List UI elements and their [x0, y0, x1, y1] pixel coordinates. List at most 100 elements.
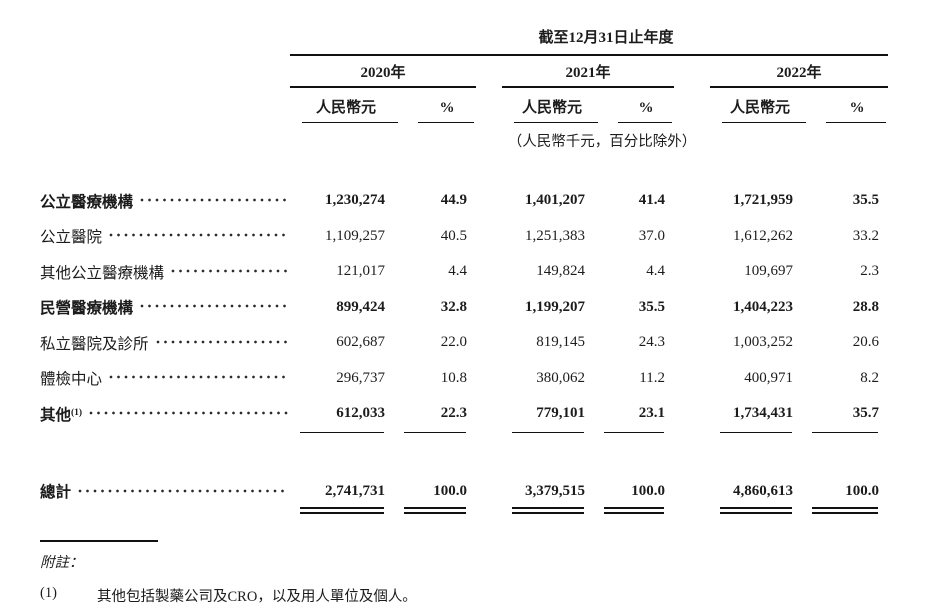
pct-2022: 28.8: [852, 298, 879, 315]
value-2021: 1,251,383: [525, 227, 585, 244]
total-value-2021: 3,379,515: [525, 482, 585, 499]
value-2021: 1,199,207: [525, 298, 585, 315]
value-2022: 1,734,431: [733, 405, 793, 422]
table-row: 公立醫院 1,109,257 40.5 1,251,383 37.0 1,612…: [40, 219, 928, 255]
pct-2022: 33.2: [852, 227, 879, 244]
total-double-rule: [604, 507, 664, 515]
pct-2022: 20.6: [852, 334, 879, 351]
table-row: 私立醫院及診所 602,687 22.0 819,145 24.3 1,003,…: [40, 325, 928, 361]
row-label: 公立醫療機構: [40, 193, 134, 211]
value-2022: 109,697: [744, 263, 793, 280]
pct-2022: 35.5: [852, 192, 879, 209]
section-rule: [812, 431, 878, 434]
pct-2020: 10.8: [440, 369, 467, 386]
col-header-percent-2020: %: [439, 99, 455, 116]
table-row: 體檢中心 296,737 10.8 380,062 11.2 400,971 8…: [40, 361, 928, 397]
pct-2021: 23.1: [638, 405, 665, 422]
dot-leader: [89, 410, 288, 415]
pct-2021: 24.3: [638, 334, 665, 351]
footnote-item: (1) 其他包括製藥公司及CRO，以及用人單位及個人。: [40, 585, 928, 606]
year-header-2021: 2021年: [565, 65, 611, 81]
total-double-rule: [720, 507, 792, 515]
pct-2021: 35.5: [638, 298, 665, 315]
value-2020: 121,017: [336, 263, 385, 280]
total-pct-2022: 100.0: [845, 482, 879, 499]
col-rule: [514, 121, 598, 124]
value-2022: 1,721,959: [733, 192, 793, 209]
total-value-2022: 4,860,613: [733, 482, 793, 499]
value-2021: 149,824: [536, 263, 585, 280]
value-2020: 1,230,274: [325, 192, 385, 209]
pct-2020: 22.3: [440, 405, 467, 422]
footnote-ref: (1): [71, 407, 83, 418]
table-period-title: 截至12月31日止年度: [538, 30, 674, 46]
col-rule: [618, 121, 672, 124]
total-label: 總計: [40, 484, 72, 502]
col-header-percent-2021: %: [638, 99, 654, 116]
value-2021: 819,145: [536, 334, 585, 351]
dot-leader: [155, 339, 288, 344]
value-2020: 612,033: [336, 405, 385, 422]
pct-2020: 4.4: [448, 263, 467, 280]
col-header-currency-2020: 人民幣元: [315, 99, 376, 116]
table-row: 其他 (1) 612,033 22.3 779,101 23.1 1,734,43…: [40, 396, 928, 432]
year-rule-2020: [290, 86, 476, 88]
year-rule-2021: [502, 86, 674, 88]
total-value-2020: 2,741,731: [325, 482, 385, 499]
row-label: 體檢中心: [40, 371, 103, 389]
value-2021: 380,062: [536, 369, 585, 386]
dot-leader: [140, 304, 288, 309]
value-2022: 1,404,223: [733, 298, 793, 315]
pct-2020: 32.8: [440, 298, 467, 315]
total-double-rule: [812, 507, 878, 515]
value-2022: 1,003,252: [733, 334, 793, 351]
value-2020: 296,737: [336, 369, 385, 386]
section-rule: [604, 431, 664, 434]
total-pct-2021: 100.0: [631, 482, 665, 499]
footnote-heading: 附註：: [40, 555, 84, 572]
row-label: 民營醫療機構: [40, 300, 134, 318]
footnote-number: (1): [40, 585, 57, 602]
dot-leader: [109, 375, 288, 380]
value-2020: 1,109,257: [325, 227, 385, 244]
col-rule: [418, 121, 474, 124]
table-row: 民營醫療機構 899,424 32.8 1,199,207 35.5 1,404…: [40, 290, 928, 326]
total-row: 總計 2,741,731 100.0 3,379,515 100.0 4,860…: [40, 475, 928, 507]
dot-leader: [109, 233, 288, 238]
header-top-rule: [290, 54, 888, 56]
value-2021: 1,401,207: [525, 192, 585, 209]
row-label: 其他公立醫療機構: [40, 264, 165, 282]
value-2021: 779,101: [536, 405, 585, 422]
section-rule: [300, 431, 384, 434]
pct-2022: 8.2: [860, 369, 879, 386]
row-label: 公立醫院: [40, 229, 103, 247]
footnote-text: 其他包括製藥公司及CRO，以及用人單位及個人。: [97, 589, 417, 606]
footnote-rule: [40, 540, 158, 543]
value-2022: 1,612,262: [733, 227, 793, 244]
year-header-2020: 2020年: [360, 65, 406, 81]
value-2020: 602,687: [336, 334, 385, 351]
value-2022: 400,971: [744, 369, 793, 386]
col-header-percent-2022: %: [849, 99, 865, 116]
total-double-rule: [404, 507, 466, 515]
section-rule: [512, 431, 584, 434]
pct-2020: 22.0: [440, 334, 467, 351]
pct-2022: 35.7: [852, 405, 879, 422]
total-double-rule: [512, 507, 584, 515]
value-2020: 899,424: [336, 298, 385, 315]
col-header-currency-2021: 人民幣元: [521, 99, 582, 116]
row-label: 私立醫院及診所: [40, 335, 149, 353]
dot-leader: [171, 268, 288, 273]
year-header-2022: 2022年: [776, 65, 822, 81]
dot-leader: [78, 489, 288, 494]
year-rule-2022: [710, 86, 888, 88]
section-rule: [720, 431, 792, 434]
dot-leader: [140, 197, 288, 202]
footnotes-section: 附註： (1) 其他包括製藥公司及CRO，以及用人單位及個人。: [40, 540, 928, 606]
col-rule: [722, 121, 806, 124]
pct-2020: 40.5: [440, 227, 467, 244]
pct-2021: 4.4: [646, 263, 665, 280]
section-rule: [404, 431, 466, 434]
pct-2020: 44.9: [440, 192, 467, 209]
